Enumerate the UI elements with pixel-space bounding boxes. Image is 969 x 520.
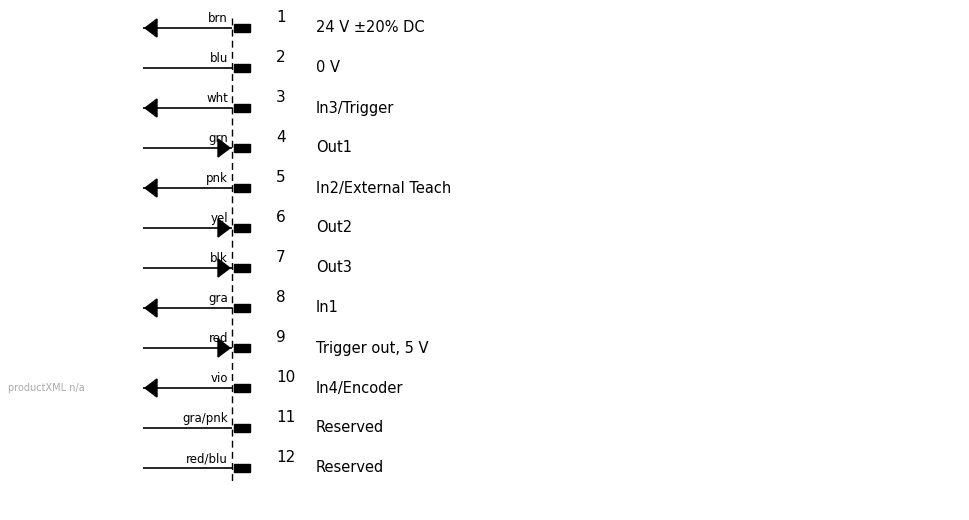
Text: yel: yel	[210, 212, 228, 225]
Bar	[234, 264, 250, 272]
Polygon shape	[218, 339, 230, 357]
Bar	[234, 24, 250, 32]
Text: 0 V: 0 V	[316, 60, 340, 75]
Text: 6: 6	[276, 210, 286, 225]
Bar	[234, 104, 250, 112]
Text: 1: 1	[276, 10, 285, 25]
Text: Out3: Out3	[316, 261, 352, 276]
Bar	[234, 304, 250, 312]
Polygon shape	[144, 19, 157, 37]
Text: 5: 5	[276, 170, 285, 185]
Text: 9: 9	[276, 330, 286, 345]
Text: In2/External Teach: In2/External Teach	[316, 180, 451, 196]
Text: red/blu: red/blu	[186, 452, 228, 465]
Text: 3: 3	[276, 90, 286, 105]
Bar	[234, 224, 250, 232]
Text: brn: brn	[208, 12, 228, 25]
Text: productXML n/a: productXML n/a	[8, 383, 84, 393]
Text: In3/Trigger: In3/Trigger	[316, 100, 394, 115]
Text: Out1: Out1	[316, 140, 352, 155]
Text: 24 V ±20% DC: 24 V ±20% DC	[316, 20, 424, 35]
Text: In1: In1	[316, 301, 338, 316]
Polygon shape	[144, 99, 157, 117]
Text: 12: 12	[276, 450, 295, 465]
Polygon shape	[144, 179, 157, 197]
Polygon shape	[144, 299, 157, 317]
Bar	[234, 344, 250, 352]
Bar	[234, 64, 250, 72]
Text: Trigger out, 5 V: Trigger out, 5 V	[316, 341, 428, 356]
Polygon shape	[144, 379, 157, 397]
Bar	[234, 464, 250, 472]
Text: blu: blu	[209, 52, 228, 65]
Text: gra/pnk: gra/pnk	[182, 412, 228, 425]
Text: pnk: pnk	[205, 172, 228, 185]
Text: 7: 7	[276, 250, 285, 265]
Text: 4: 4	[276, 130, 285, 145]
Text: 2: 2	[276, 50, 285, 65]
Bar	[234, 184, 250, 192]
Text: Out2: Out2	[316, 220, 352, 236]
Text: gra: gra	[208, 292, 228, 305]
Text: vio: vio	[210, 372, 228, 385]
Text: 11: 11	[276, 410, 295, 425]
Polygon shape	[218, 219, 230, 237]
Text: Reserved: Reserved	[316, 461, 384, 475]
Text: red: red	[208, 332, 228, 345]
Polygon shape	[218, 139, 230, 157]
Text: 10: 10	[276, 370, 295, 385]
Bar	[234, 424, 250, 432]
Text: Reserved: Reserved	[316, 421, 384, 436]
Text: wht: wht	[205, 92, 228, 105]
Text: blk: blk	[210, 252, 228, 265]
Bar	[234, 144, 250, 152]
Text: In4/Encoder: In4/Encoder	[316, 381, 403, 396]
Polygon shape	[218, 259, 230, 277]
Text: 8: 8	[276, 290, 285, 305]
Text: grn: grn	[208, 132, 228, 145]
Bar	[234, 384, 250, 392]
